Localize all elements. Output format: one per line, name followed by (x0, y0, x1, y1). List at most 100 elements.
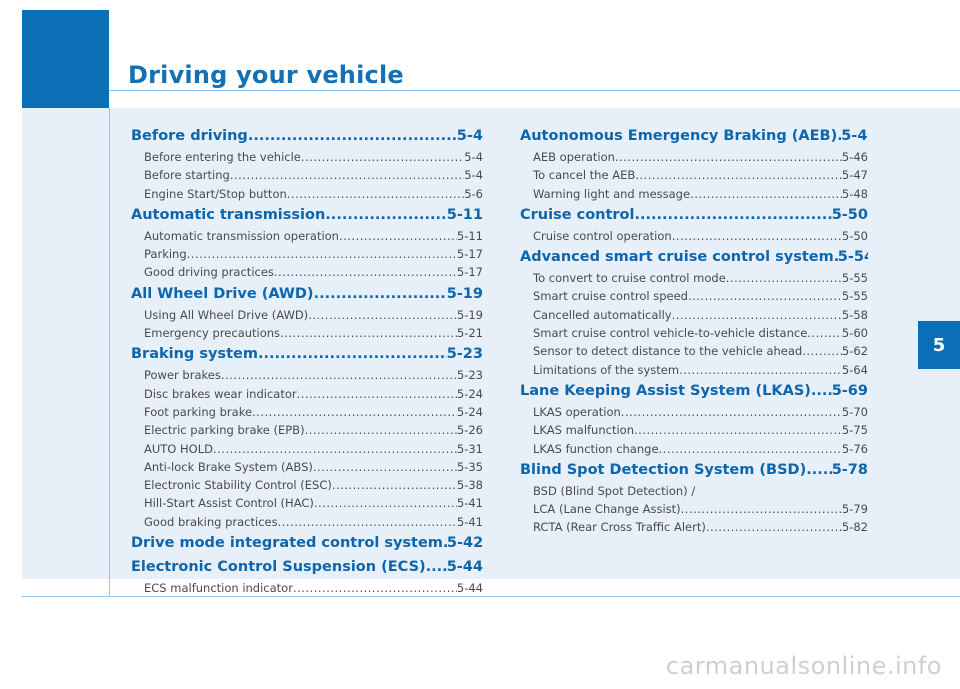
toc-entry-label: Cruise control operation (533, 228, 672, 243)
toc-entry[interactable]: Good braking practices 5-41 (131, 513, 483, 531)
toc-entry[interactable]: LKAS malfunction 5-75 (520, 421, 868, 439)
dot-leader (426, 555, 447, 579)
toc-section-heading-page-number: 5-54 (837, 249, 868, 266)
toc-entry[interactable]: Disc brakes wear indicator 5-24 (131, 385, 483, 403)
toc-entry[interactable]: Automatic transmission operation 5-11 (131, 227, 483, 245)
toc-section-heading[interactable]: Advanced smart cruise control system5-54 (520, 245, 868, 269)
toc-section-heading[interactable]: Drive mode integrated control system5-42 (131, 531, 483, 555)
dot-leader (297, 385, 457, 403)
toc-entry[interactable]: To cancel the AEB 5-47 (520, 166, 868, 184)
toc-section-heading-label: Braking system (131, 346, 258, 363)
dot-leader (278, 513, 457, 531)
toc-section-heading[interactable]: All Wheel Drive (AWD) 5-19 (131, 282, 483, 306)
toc-entry[interactable]: AUTO HOLD 5-31 (131, 440, 483, 458)
toc-entry[interactable]: LCA (Lane Change Assist) 5-79 (520, 500, 868, 518)
dot-leader (688, 287, 842, 305)
toc-entry-page-number: 5-23 (456, 368, 483, 383)
dot-leader (314, 282, 447, 306)
toc-entry[interactable]: Using All Wheel Drive (AWD) 5-19 (131, 306, 483, 324)
toc-section-heading-label: Blind Spot Detection System (BSD) (520, 461, 807, 478)
toc-entry-page-number: 5-24 (456, 386, 483, 401)
toc-entry-label: Foot parking brake (144, 404, 253, 419)
dot-leader (301, 148, 464, 166)
toc-entry-label: Electric parking brake (EPB) (144, 423, 305, 438)
toc-section-heading-page-number: 5-50 (831, 206, 868, 223)
left-margin-rule (109, 108, 110, 596)
toc-section-heading[interactable]: Lane Keeping Assist System (LKAS) 5-69 (520, 379, 868, 403)
toc-entry-page-number: 5-70 (841, 404, 868, 419)
dot-leader (635, 166, 842, 184)
toc-entry[interactable]: Smart cruise control speed 5-55 (520, 287, 868, 305)
toc-entry-page-number: 5-55 (841, 271, 868, 286)
toc-entry-label: LCA (Lane Change Assist) (533, 502, 681, 517)
dot-leader (258, 342, 447, 366)
toc-entry[interactable]: Engine Start/Stop button 5-6 (131, 185, 483, 203)
chapter-tab[interactable]: 5 (918, 321, 960, 369)
toc-entry[interactable]: Smart cruise control vehicle-to-vehicle … (520, 324, 868, 342)
toc-right-column: Autonomous Emergency Braking (AEB)5-45AE… (520, 124, 868, 537)
toc-entry[interactable]: Limitations of the system 5-64 (520, 361, 868, 379)
toc-section-heading-page-number: 5-78 (831, 461, 868, 478)
toc-entry-label: Using All Wheel Drive (AWD) (144, 307, 309, 322)
toc-entry-page-number: 5-21 (456, 326, 483, 341)
toc-entry-page-number: 5-60 (841, 326, 868, 341)
toc-section-heading[interactable]: Braking system 5-23 (131, 342, 483, 366)
dot-leader (635, 203, 832, 227)
dot-leader (672, 306, 842, 324)
toc-section-heading[interactable]: Blind Spot Detection System (BSD) 5-78 (520, 458, 868, 482)
toc-section-heading[interactable]: Automatic transmission 5-11 (131, 203, 483, 227)
toc-entry[interactable]: Electronic Stability Control (ESC) 5-38 (131, 476, 483, 494)
toc-entry[interactable]: Hill-Start Assist Control (HAC) 5-41 (131, 494, 483, 512)
page-title: Driving your vehicle (128, 61, 404, 89)
dot-leader (681, 500, 842, 518)
toc-entry[interactable]: Sensor to detect distance to the vehicle… (520, 342, 868, 360)
toc-entry[interactable]: Good driving practices 5-17 (131, 263, 483, 281)
dot-leader (325, 203, 446, 227)
toc-entry-page-number: 5-62 (841, 344, 868, 359)
toc-entry[interactable]: Cancelled automatically 5-58 (520, 306, 868, 324)
toc-entry[interactable]: LKAS operation 5-70 (520, 403, 868, 421)
toc-entry-page-number: 5-46 (841, 150, 868, 164)
toc-entry[interactable]: To convert to cruise control mode 5-55 (520, 269, 868, 287)
toc-entry[interactable]: BSD (Blind Spot Detection) / (520, 482, 868, 500)
toc-entry[interactable]: Power brakes 5-23 (131, 366, 483, 384)
toc-entry[interactable]: Parking 5-17 (131, 245, 483, 263)
toc-entry-page-number: 5-24 (456, 404, 483, 419)
toc-entry-page-number: 5-38 (456, 478, 483, 493)
toc-entry[interactable]: Anti-lock Brake System (ABS) 5-35 (131, 458, 483, 476)
toc-section-heading[interactable]: Before driving 5-4 (131, 124, 483, 148)
dot-leader (802, 342, 842, 360)
toc-entry[interactable]: Cruise control operation 5-50 (520, 227, 868, 245)
toc-section-heading-label: Autonomous Emergency Braking (AEB) (520, 128, 838, 144)
toc-entry-label: Cancelled automatically (533, 307, 672, 322)
toc-entry-label: Parking (144, 247, 187, 262)
dot-leader (690, 185, 842, 203)
toc-entry-label: Electronic Stability Control (ESC) (144, 478, 332, 493)
toc-entry[interactable]: Warning light and message 5-48 (520, 185, 868, 203)
toc-entry[interactable]: LKAS function change 5-76 (520, 440, 868, 458)
bottom-rule (22, 596, 960, 597)
toc-section-heading[interactable]: Cruise control 5-50 (520, 203, 868, 227)
toc-entry-label: BSD (Blind Spot Detection) / (533, 483, 696, 498)
toc-section-heading[interactable]: Autonomous Emergency Braking (AEB)5-45 (520, 124, 868, 148)
toc-section-heading[interactable]: Electronic Control Suspension (ECS) 5-44 (131, 555, 483, 579)
corner-color-block (22, 10, 109, 108)
dot-leader (252, 403, 457, 421)
dot-leader (248, 124, 457, 148)
dot-leader (726, 269, 842, 287)
toc-entry[interactable]: Electric parking brake (EPB) 5-26 (131, 421, 483, 439)
toc-entry[interactable]: Before entering the vehicle 5-4 (131, 148, 483, 166)
toc-entry-page-number: 5-11 (456, 228, 483, 243)
toc-entry-label: To cancel the AEB (533, 168, 636, 183)
toc-entry[interactable]: RCTA (Rear Cross Traffic Alert) 5-82 (520, 518, 868, 536)
toc-entry-label: Before entering the vehicle (144, 150, 301, 164)
toc-section-heading-page-number: 5-44 (446, 559, 483, 576)
toc-entry[interactable]: Emergency precautions 5-21 (131, 324, 483, 342)
dot-leader (274, 263, 457, 281)
toc-entry-page-number: 5-44 (456, 581, 483, 596)
toc-entry[interactable]: AEB operation 5-46 (520, 148, 868, 166)
toc-entry[interactable]: Foot parking brake 5-24 (131, 403, 483, 421)
toc-section-heading-label: Advanced smart cruise control system (520, 249, 834, 266)
toc-entry[interactable]: Before starting 5-4 (131, 166, 483, 184)
toc-entry[interactable]: ECS malfunction indicator 5-44 (131, 579, 483, 597)
